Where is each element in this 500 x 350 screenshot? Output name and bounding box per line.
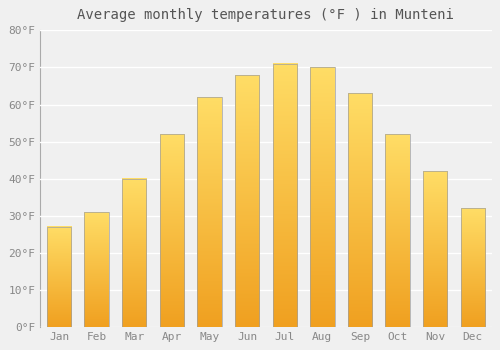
Title: Average monthly temperatures (°F ) in Munteni: Average monthly temperatures (°F ) in Mu… (78, 8, 454, 22)
Bar (272, 64, 297, 327)
Bar (348, 93, 372, 327)
Bar (47, 227, 71, 327)
Bar (386, 134, 410, 327)
Bar (198, 97, 222, 327)
Bar (460, 208, 485, 327)
Bar (423, 171, 448, 327)
Bar (310, 68, 334, 327)
Bar (235, 75, 260, 327)
Bar (122, 178, 146, 327)
Bar (84, 212, 109, 327)
Bar (160, 134, 184, 327)
